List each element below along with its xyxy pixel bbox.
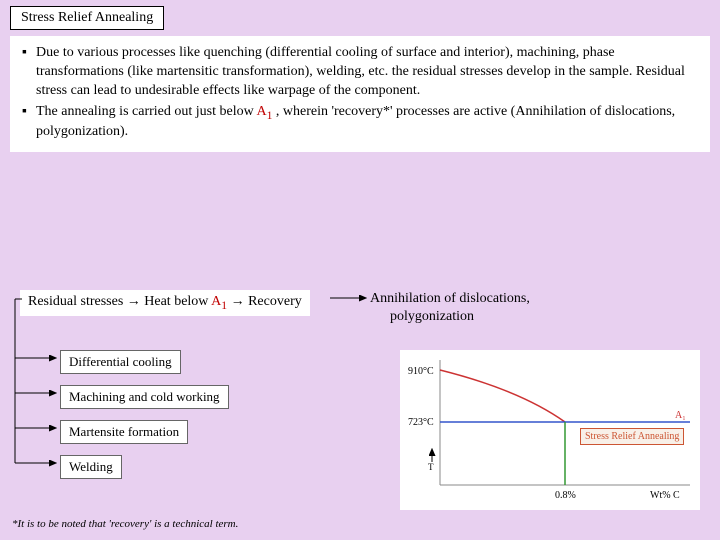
cause-box-1: Differential cooling: [60, 350, 181, 374]
bullet-2-content: The annealing is carried out just below …: [36, 103, 698, 142]
bullet-marker: ▪: [22, 44, 36, 101]
flow-a1-letter: A: [211, 294, 221, 309]
a1-letter: A: [256, 104, 266, 119]
bullet-1-content: Due to various processes like quenching …: [36, 44, 698, 101]
bullet-1: ▪ Due to various processes like quenchin…: [22, 44, 698, 101]
title-text: Stress Relief Annealing: [21, 10, 153, 25]
b2-pre: The annealing is carried out just below: [36, 104, 256, 119]
cause-3-label: Martensite formation: [69, 424, 179, 439]
cause-4-label: Welding: [69, 459, 113, 474]
chart-y-top: 910°C: [408, 366, 434, 377]
annihilation-line2: polygonization: [370, 308, 530, 326]
bullet-2: ▪ The annealing is carried out just belo…: [22, 103, 698, 142]
cause-box-2: Machining and cold working: [60, 385, 229, 409]
flow-strip: Residual stresses → Heat below A1 → Reco…: [20, 290, 310, 316]
main-text-block: ▪ Due to various processes like quenchin…: [10, 36, 710, 152]
cause-2-label: Machining and cold working: [69, 389, 220, 404]
flow-post: → Recovery: [227, 294, 302, 309]
chart-anneal-label: Stress Relief Annealing: [585, 431, 679, 442]
chart-anneal-box: Stress Relief Annealing: [580, 428, 684, 445]
annihilation-text: Annihilation of dislocations, polygoniza…: [370, 290, 530, 326]
flow-a1: A1: [211, 294, 227, 309]
chart-y-mid: 723°C: [408, 417, 434, 428]
title-box: Stress Relief Annealing: [10, 6, 164, 30]
annihilation-line1: Annihilation of dislocations,: [370, 290, 530, 308]
chart-x-tick: 0.8%: [555, 490, 576, 501]
chart-a1-label: A₁: [675, 410, 686, 421]
bullet-marker: ▪: [22, 103, 36, 142]
cause-box-4: Welding: [60, 455, 122, 479]
chart-y-axis-label: T: [428, 462, 434, 472]
footnote: *It is to be noted that 'recovery' is a …: [12, 518, 238, 530]
a1-symbol: A1: [256, 104, 272, 119]
phase-chart: 910°C 723°C A₁ Wt% C 0.8% T Stress Relie…: [400, 350, 700, 510]
flow-pre: Residual stresses → Heat below: [28, 294, 211, 309]
chart-x-label: Wt% C: [650, 490, 680, 501]
cause-1-label: Differential cooling: [69, 354, 172, 369]
cause-box-3: Martensite formation: [60, 420, 188, 444]
